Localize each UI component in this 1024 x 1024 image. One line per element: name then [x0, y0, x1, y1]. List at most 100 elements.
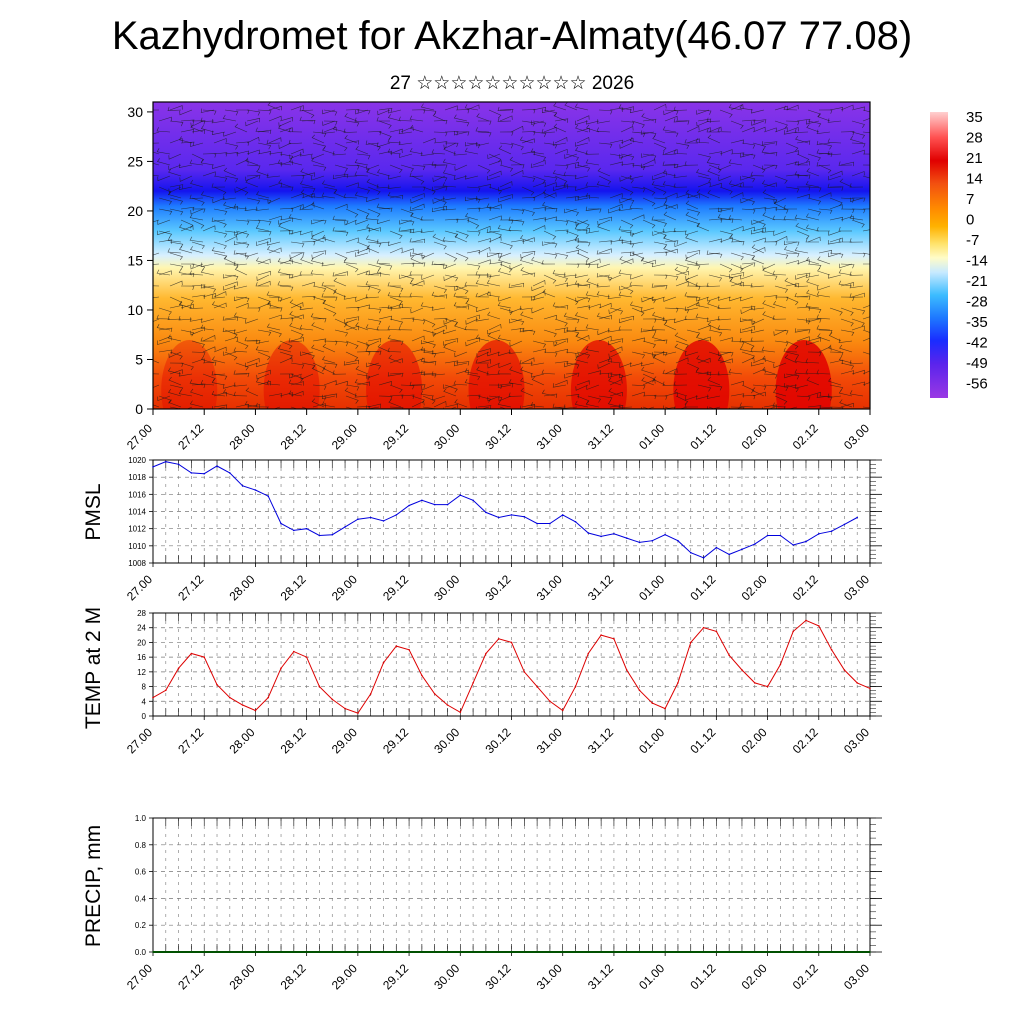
x-tick-label: 02.00 [739, 725, 770, 756]
data-point [472, 682, 474, 684]
wind-barb [695, 313, 710, 320]
x-tick-label: 02.00 [739, 572, 770, 603]
wind-barb [652, 230, 666, 236]
wind-barb [289, 299, 303, 309]
wind-barb [785, 186, 800, 193]
wind-barb [255, 127, 270, 133]
y-tick-label: 1010 [128, 542, 146, 551]
wind-barb [301, 295, 316, 301]
wind-barb [213, 346, 227, 353]
wind-barb [598, 395, 613, 402]
wind-barb [576, 219, 590, 229]
wind-barb [554, 360, 569, 366]
wind-barb [652, 376, 666, 386]
wind-barb [629, 136, 644, 144]
wind-barb [344, 135, 358, 144]
wind-barb [596, 291, 611, 298]
wind-barb [783, 240, 798, 246]
wind-barb [246, 174, 261, 180]
wind-barb [455, 218, 470, 223]
wind-barb [189, 304, 204, 309]
wind-barb [851, 171, 865, 177]
wind-barb [191, 326, 206, 332]
wind-barb [597, 219, 611, 226]
wind-barb [574, 356, 589, 364]
data-point [715, 951, 718, 953]
wind-barb [774, 175, 788, 184]
wind-barb [620, 186, 634, 196]
wind-barb [751, 361, 765, 367]
wind-barb [563, 312, 578, 320]
wind-barb [466, 197, 481, 203]
wind-barb [828, 252, 842, 258]
wind-barb [464, 379, 479, 386]
wind-barb [587, 395, 602, 403]
wind-barb [422, 318, 436, 328]
wind-barb [499, 241, 513, 250]
data-point [497, 638, 500, 640]
wind-barb [718, 175, 732, 182]
wind-barb [543, 192, 557, 199]
wind-barb [157, 340, 171, 345]
wind-barb [607, 357, 622, 364]
wind-barb [763, 274, 778, 280]
wind-barb [454, 322, 468, 331]
wind-barb [290, 105, 304, 111]
wind-barb [763, 141, 778, 146]
wind-barb [290, 148, 304, 155]
wind-barb [465, 318, 479, 325]
x-tick-label: 01.00 [636, 961, 667, 992]
y-tick-label: 30 [127, 104, 143, 120]
wind-barb [365, 324, 380, 331]
wind-barb [696, 395, 710, 400]
wind-barb [453, 302, 468, 309]
wind-barb [794, 246, 809, 254]
series-line-pmsl [152, 461, 858, 559]
wind-barb [246, 149, 260, 155]
wind-barb [585, 291, 600, 298]
wind-barb [552, 141, 567, 146]
wind-barb [257, 237, 271, 243]
wind-barb [189, 214, 204, 221]
wind-barb [685, 200, 699, 210]
wind-barb [409, 147, 424, 155]
wind-barb [400, 248, 414, 254]
data-point [177, 951, 180, 953]
wind-barb [575, 124, 589, 133]
wind-barb [224, 175, 239, 183]
wind-barb [311, 157, 325, 166]
wind-barb [774, 252, 789, 259]
wind-barb [642, 197, 656, 207]
wind-barb [851, 219, 865, 228]
wind-barb [464, 368, 479, 375]
wind-barb [223, 255, 237, 265]
wind-barbs [153, 102, 870, 409]
wind-barb [245, 157, 259, 166]
wind-barb [279, 160, 293, 166]
data-point [293, 951, 295, 953]
wind-barb [322, 234, 336, 243]
wind-barb [785, 150, 799, 155]
wind-barb [169, 280, 183, 287]
wind-barb [852, 197, 866, 202]
wind-barb [653, 285, 668, 290]
wind-barb [642, 159, 656, 166]
wind-barb [664, 204, 678, 210]
wind-barb [818, 406, 833, 409]
wind-barb [585, 260, 600, 266]
wind-barb [816, 140, 831, 146]
wind-barb [509, 318, 523, 324]
wind-barb [521, 208, 535, 216]
wind-barb [233, 391, 248, 397]
wind-barb [153, 373, 160, 375]
wind-barb [862, 252, 870, 255]
colorbar-label: -28 [966, 294, 988, 311]
wind-barb [332, 227, 346, 232]
warm-cell [570, 340, 627, 409]
wind-barb [520, 311, 534, 320]
wind-barb [652, 175, 666, 181]
wind-barb [531, 296, 545, 301]
wind-barb [553, 340, 567, 347]
wind-barb [289, 311, 303, 320]
wind-barb [840, 104, 854, 111]
